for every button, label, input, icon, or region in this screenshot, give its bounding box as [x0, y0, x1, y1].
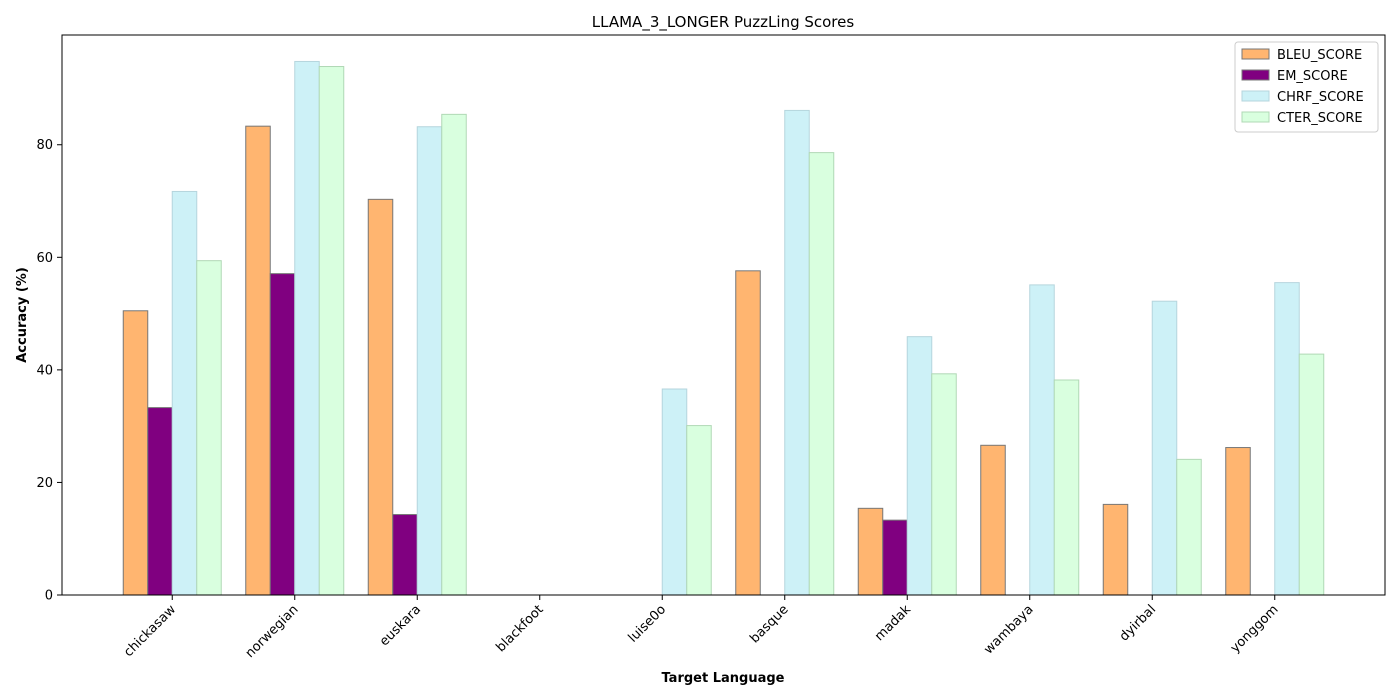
y-tick-label: 80 [36, 138, 53, 153]
y-tick-label: 40 [36, 363, 53, 378]
bar-cter-score-dyirbal [1176, 458, 1202, 596]
legend-label-chrf-score: CHRF_SCORE [1277, 90, 1364, 105]
plot-frame [61, 34, 1386, 596]
bar-bleu-score-chickasaw [122, 310, 149, 596]
legend-label-cter-score: CTER_SCORE [1277, 111, 1363, 126]
y-tick-label: 20 [36, 476, 53, 491]
bar-cter-score-euskara [441, 113, 467, 596]
bar-chrf-score-dyirbal [1151, 300, 1178, 596]
bar-em-score-euskara [392, 514, 418, 596]
bar-bleu-score-norwegian [245, 125, 271, 596]
legend-label-em-score: EM_SCORE [1277, 69, 1348, 84]
x-tick-label-norwegian: norwegian [243, 602, 302, 661]
x-axis-label: Target Language [661, 671, 784, 686]
x-tick-label-chickasaw: chickasaw [121, 602, 179, 660]
bar-bleu-score-basque [735, 270, 761, 596]
x-tick-label-wambaya: wambaya [981, 602, 1036, 657]
bar-cter-score-chickasaw [196, 260, 222, 596]
x-tick-label-luise0o: luise0o [626, 602, 669, 645]
y-axis-label: Accuracy (%) [15, 267, 30, 363]
legend: BLEU_SCORE EM_SCORE CHRF_SCORE CTER_SCORE [1234, 41, 1379, 133]
legend-box [1234, 41, 1379, 133]
bar-bleu-score-wambaya [980, 444, 1006, 596]
bar-chrf-score-wambaya [1029, 284, 1055, 596]
bar-chrf-score-yonggom [1274, 282, 1300, 596]
bar-em-score-madak [882, 519, 908, 596]
bar-chrf-score-madak [906, 336, 933, 596]
bar-bleu-score-madak [857, 507, 884, 596]
bar-cter-score-norwegian [318, 66, 345, 596]
legend-swatch-chrf-score [1241, 90, 1270, 102]
bars-layer [122, 60, 1325, 596]
bar-bleu-score-euskara [367, 198, 394, 596]
y-tick-label: 0 [45, 589, 53, 604]
bar-cter-score-wambaya [1053, 379, 1080, 596]
y-tick-label: 60 [36, 251, 53, 266]
bar-bleu-score-dyirbal [1102, 503, 1129, 596]
x-tick-label-blackfoot: blackfoot [493, 602, 546, 655]
chart-title: LLAMA_3_LONGER PuzzLing Scores [592, 13, 855, 32]
legend-swatch-cter-score [1241, 111, 1270, 123]
bar-chrf-score-luise0o [661, 388, 688, 596]
bar-cter-score-basque [808, 152, 835, 596]
x-tick-label-madak: madak [872, 602, 914, 644]
legend-swatch-bleu-score [1241, 48, 1270, 60]
legend-label-bleu-score: BLEU_SCORE [1277, 48, 1362, 63]
x-tick-label-yonggom: yonggom [1228, 602, 1282, 656]
x-tick-label-basque: basque [747, 602, 791, 646]
bar-cter-score-luise0o [686, 425, 712, 596]
legend-swatch-em-score [1241, 69, 1270, 81]
bar-chrf-score-chickasaw [171, 190, 198, 596]
bar-cter-score-yonggom [1298, 353, 1325, 596]
bar-chrf-score-norwegian [294, 60, 320, 596]
bar-em-score-chickasaw [147, 407, 173, 596]
bar-chrf-score-basque [784, 109, 810, 596]
bar-bleu-score-yonggom [1225, 447, 1251, 596]
bar-cter-score-madak [931, 373, 957, 596]
bar-em-score-norwegian [269, 273, 296, 596]
bar-chrf-score-euskara [416, 126, 443, 596]
x-tick-label-dyirbal: dyirbal [1117, 602, 1159, 644]
x-tick-label-euskara: euskara [377, 602, 424, 649]
